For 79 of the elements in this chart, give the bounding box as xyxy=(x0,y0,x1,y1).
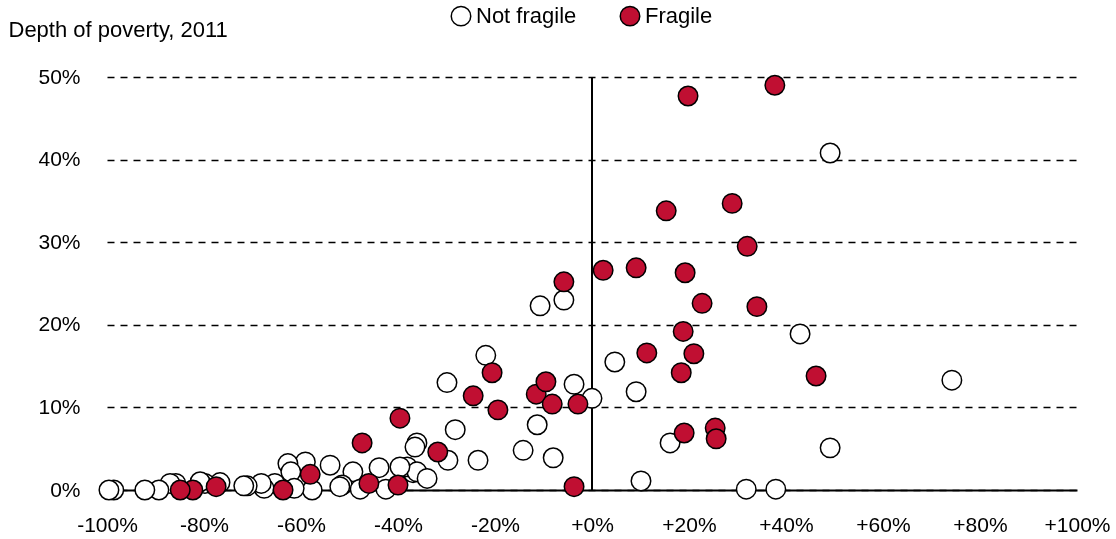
x-tick-label: -80% xyxy=(179,512,230,536)
x-tick-label: -100% xyxy=(77,512,138,536)
point xyxy=(553,271,575,293)
point xyxy=(387,474,409,496)
x-tick-label: -20% xyxy=(470,512,521,536)
point xyxy=(673,422,695,444)
point xyxy=(535,371,557,393)
point xyxy=(705,428,727,450)
point xyxy=(672,320,694,342)
point xyxy=(789,323,811,345)
point xyxy=(567,393,589,415)
point xyxy=(630,470,652,492)
point xyxy=(462,385,484,407)
point xyxy=(941,369,963,391)
point xyxy=(98,479,120,501)
x-tick-label: +40% xyxy=(759,512,814,536)
point xyxy=(746,296,768,318)
point xyxy=(674,262,696,284)
point xyxy=(563,373,585,395)
point xyxy=(736,235,758,257)
x-tick-label: +100% xyxy=(1044,512,1111,536)
point xyxy=(169,479,191,501)
point xyxy=(683,343,705,365)
point xyxy=(526,414,548,436)
x-tick-label: +0% xyxy=(571,512,614,536)
point xyxy=(764,74,786,96)
point xyxy=(553,289,575,311)
point xyxy=(819,142,841,164)
point xyxy=(670,362,692,384)
point xyxy=(735,478,757,500)
x-tick-label: +80% xyxy=(953,512,1008,536)
legend-label: Not fragile xyxy=(476,3,577,29)
point xyxy=(819,437,841,459)
point xyxy=(604,351,626,373)
x-tick-label: -60% xyxy=(276,512,327,536)
y-tick-label: 40% xyxy=(38,147,81,171)
point xyxy=(625,381,647,403)
y-tick-label: 30% xyxy=(38,229,81,253)
point xyxy=(436,372,458,394)
x-tick-label: +60% xyxy=(856,512,911,536)
point xyxy=(389,407,411,429)
point xyxy=(659,432,681,454)
y-tick-label: 20% xyxy=(38,312,81,336)
x-tick-label: +20% xyxy=(662,512,717,536)
point xyxy=(467,449,489,471)
point xyxy=(319,454,341,476)
point xyxy=(592,259,614,281)
x-tick-label: -40% xyxy=(373,512,424,536)
legend-label: Fragile xyxy=(645,3,713,29)
point xyxy=(358,472,380,494)
point xyxy=(368,457,390,479)
point xyxy=(481,362,503,384)
point xyxy=(805,365,827,387)
point xyxy=(765,478,787,500)
point xyxy=(272,479,294,501)
point xyxy=(475,344,497,366)
y-axis-title: Depth of poverty, 2011 xyxy=(8,16,228,42)
point xyxy=(691,292,713,314)
point xyxy=(416,467,438,489)
point xyxy=(299,463,321,485)
point xyxy=(636,342,658,364)
point xyxy=(721,192,743,214)
point xyxy=(625,257,647,279)
point xyxy=(134,479,156,501)
point xyxy=(655,200,677,222)
point xyxy=(563,476,585,498)
point xyxy=(677,85,699,107)
point xyxy=(487,399,509,421)
y-tick-label: 10% xyxy=(38,394,81,418)
y-tick-label: 50% xyxy=(38,64,81,88)
point xyxy=(389,456,411,478)
y-tick-label: 0% xyxy=(50,477,81,501)
point xyxy=(541,393,563,415)
point xyxy=(444,419,466,441)
point xyxy=(529,295,551,317)
point xyxy=(351,432,373,454)
point xyxy=(542,447,564,469)
point xyxy=(427,441,449,463)
point xyxy=(512,439,534,461)
